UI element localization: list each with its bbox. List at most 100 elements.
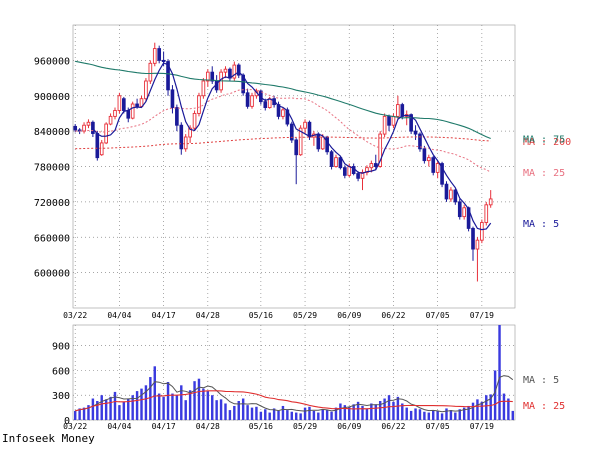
volume-bar: [476, 399, 479, 420]
volume-bar: [228, 410, 232, 420]
volume-bar: [206, 391, 210, 420]
volume-x-tick-label: 04/04: [107, 422, 131, 431]
volume-bar: [127, 398, 130, 420]
price-ma-75-line: [75, 60, 491, 140]
candle-body: [91, 121, 95, 134]
candle-body: [205, 71, 210, 82]
volume-bar: [427, 412, 431, 420]
candle-body: [400, 104, 405, 117]
volume-bar: [96, 401, 99, 420]
volume-bar: [308, 406, 311, 420]
credit-label: Infoseek Money: [2, 432, 95, 445]
candle-body: [316, 133, 321, 150]
price-x-tick-label: 07/19: [470, 311, 494, 320]
candle-body: [281, 109, 285, 117]
candle-body: [99, 142, 104, 156]
candle-body: [298, 127, 303, 156]
volume-bar: [440, 413, 444, 420]
volume-bar: [91, 398, 95, 420]
volume-bar: [153, 366, 156, 420]
volume-moving-averages: [75, 375, 514, 413]
candle-body: [197, 95, 201, 114]
volume-bar: [224, 403, 227, 420]
volume-x-tick-label: 06/22: [381, 422, 405, 431]
volume-bar: [374, 404, 377, 420]
candle-body: [396, 104, 400, 117]
volume-bar: [281, 405, 285, 420]
candle-body: [179, 124, 184, 150]
volume-bar: [175, 395, 179, 420]
volume-bar: [180, 385, 183, 420]
candle-body: [122, 98, 126, 111]
candle-body: [413, 130, 418, 135]
volume-bar: [241, 398, 245, 420]
candle-body: [236, 64, 241, 76]
price-axis: 960000 900000 840000 780000 720000 660000 6000…: [34, 56, 494, 320]
volume-axis: 900 600 300 003/22 04/04 04/17 04/28 05/16 05/29…: [52, 342, 494, 431]
volume-bar: [131, 395, 134, 420]
volume-bar: [361, 405, 364, 420]
candle-body: [201, 80, 206, 97]
volume-bar: [149, 377, 152, 420]
candle-body: [426, 157, 431, 162]
candle-body: [466, 207, 471, 229]
volume-bar: [445, 408, 448, 420]
volume-bar: [414, 408, 417, 420]
candle-body: [104, 123, 108, 144]
volume-bar: [356, 401, 360, 420]
volume-bar: [348, 406, 351, 420]
volume-bar: [73, 410, 77, 420]
volume-bar: [82, 407, 86, 420]
price-ma-5-legend: MA : 5: [523, 219, 559, 230]
volume-bar: [193, 381, 196, 420]
volume-x-tick-label: 04/17: [152, 422, 176, 431]
candle-body: [232, 64, 237, 79]
candle-body: [471, 227, 475, 250]
volume-bar: [78, 408, 81, 420]
volume-bar: [184, 400, 187, 420]
volume-bar: [264, 409, 267, 420]
price-y-tick-label: 600000: [34, 269, 70, 280]
volume-bar: [330, 411, 333, 420]
volume-bar: [462, 407, 466, 420]
candle-body: [267, 98, 272, 108]
candle-body: [387, 115, 391, 126]
volume-bar: [312, 410, 316, 420]
volume-bar: [485, 395, 488, 420]
volume-bar: [237, 401, 240, 420]
volume-bar: [352, 404, 355, 420]
volume-bar: [166, 382, 170, 420]
volume-bar: [268, 412, 271, 420]
volume-bar: [432, 410, 435, 420]
candle-body: [369, 163, 374, 169]
candle-body: [188, 127, 192, 138]
volume-x-tick-label: 07/05: [426, 422, 450, 431]
volume-bar: [489, 394, 492, 420]
price-x-tick-label: 06/22: [381, 311, 405, 320]
volume-bar: [135, 391, 139, 420]
volume-bar: [471, 402, 475, 420]
candle-body: [223, 68, 228, 73]
candle-body: [126, 110, 131, 119]
volume-bar: [104, 399, 108, 420]
candle-body: [488, 198, 493, 206]
price-x-tick-label: 04/28: [196, 311, 220, 320]
candle-body: [139, 98, 144, 107]
volume-bar: [259, 411, 263, 420]
volume-bar: [458, 409, 461, 420]
candle-body: [303, 121, 307, 129]
candle-body: [475, 239, 480, 250]
candle-body: [108, 115, 113, 125]
candle-body: [73, 125, 78, 131]
candle-body: [373, 163, 378, 167]
volume-ma-25-legend: MA : 25: [523, 401, 565, 412]
candle-body: [276, 104, 281, 117]
volume-bar: [233, 405, 236, 420]
candle-body: [431, 157, 436, 173]
volume-bar: [211, 395, 214, 420]
candle-body: [294, 139, 299, 156]
candle-body: [86, 121, 91, 126]
price-y-tick-label: 660000: [34, 233, 70, 244]
volume-x-tick-label: 04/28: [196, 422, 220, 431]
